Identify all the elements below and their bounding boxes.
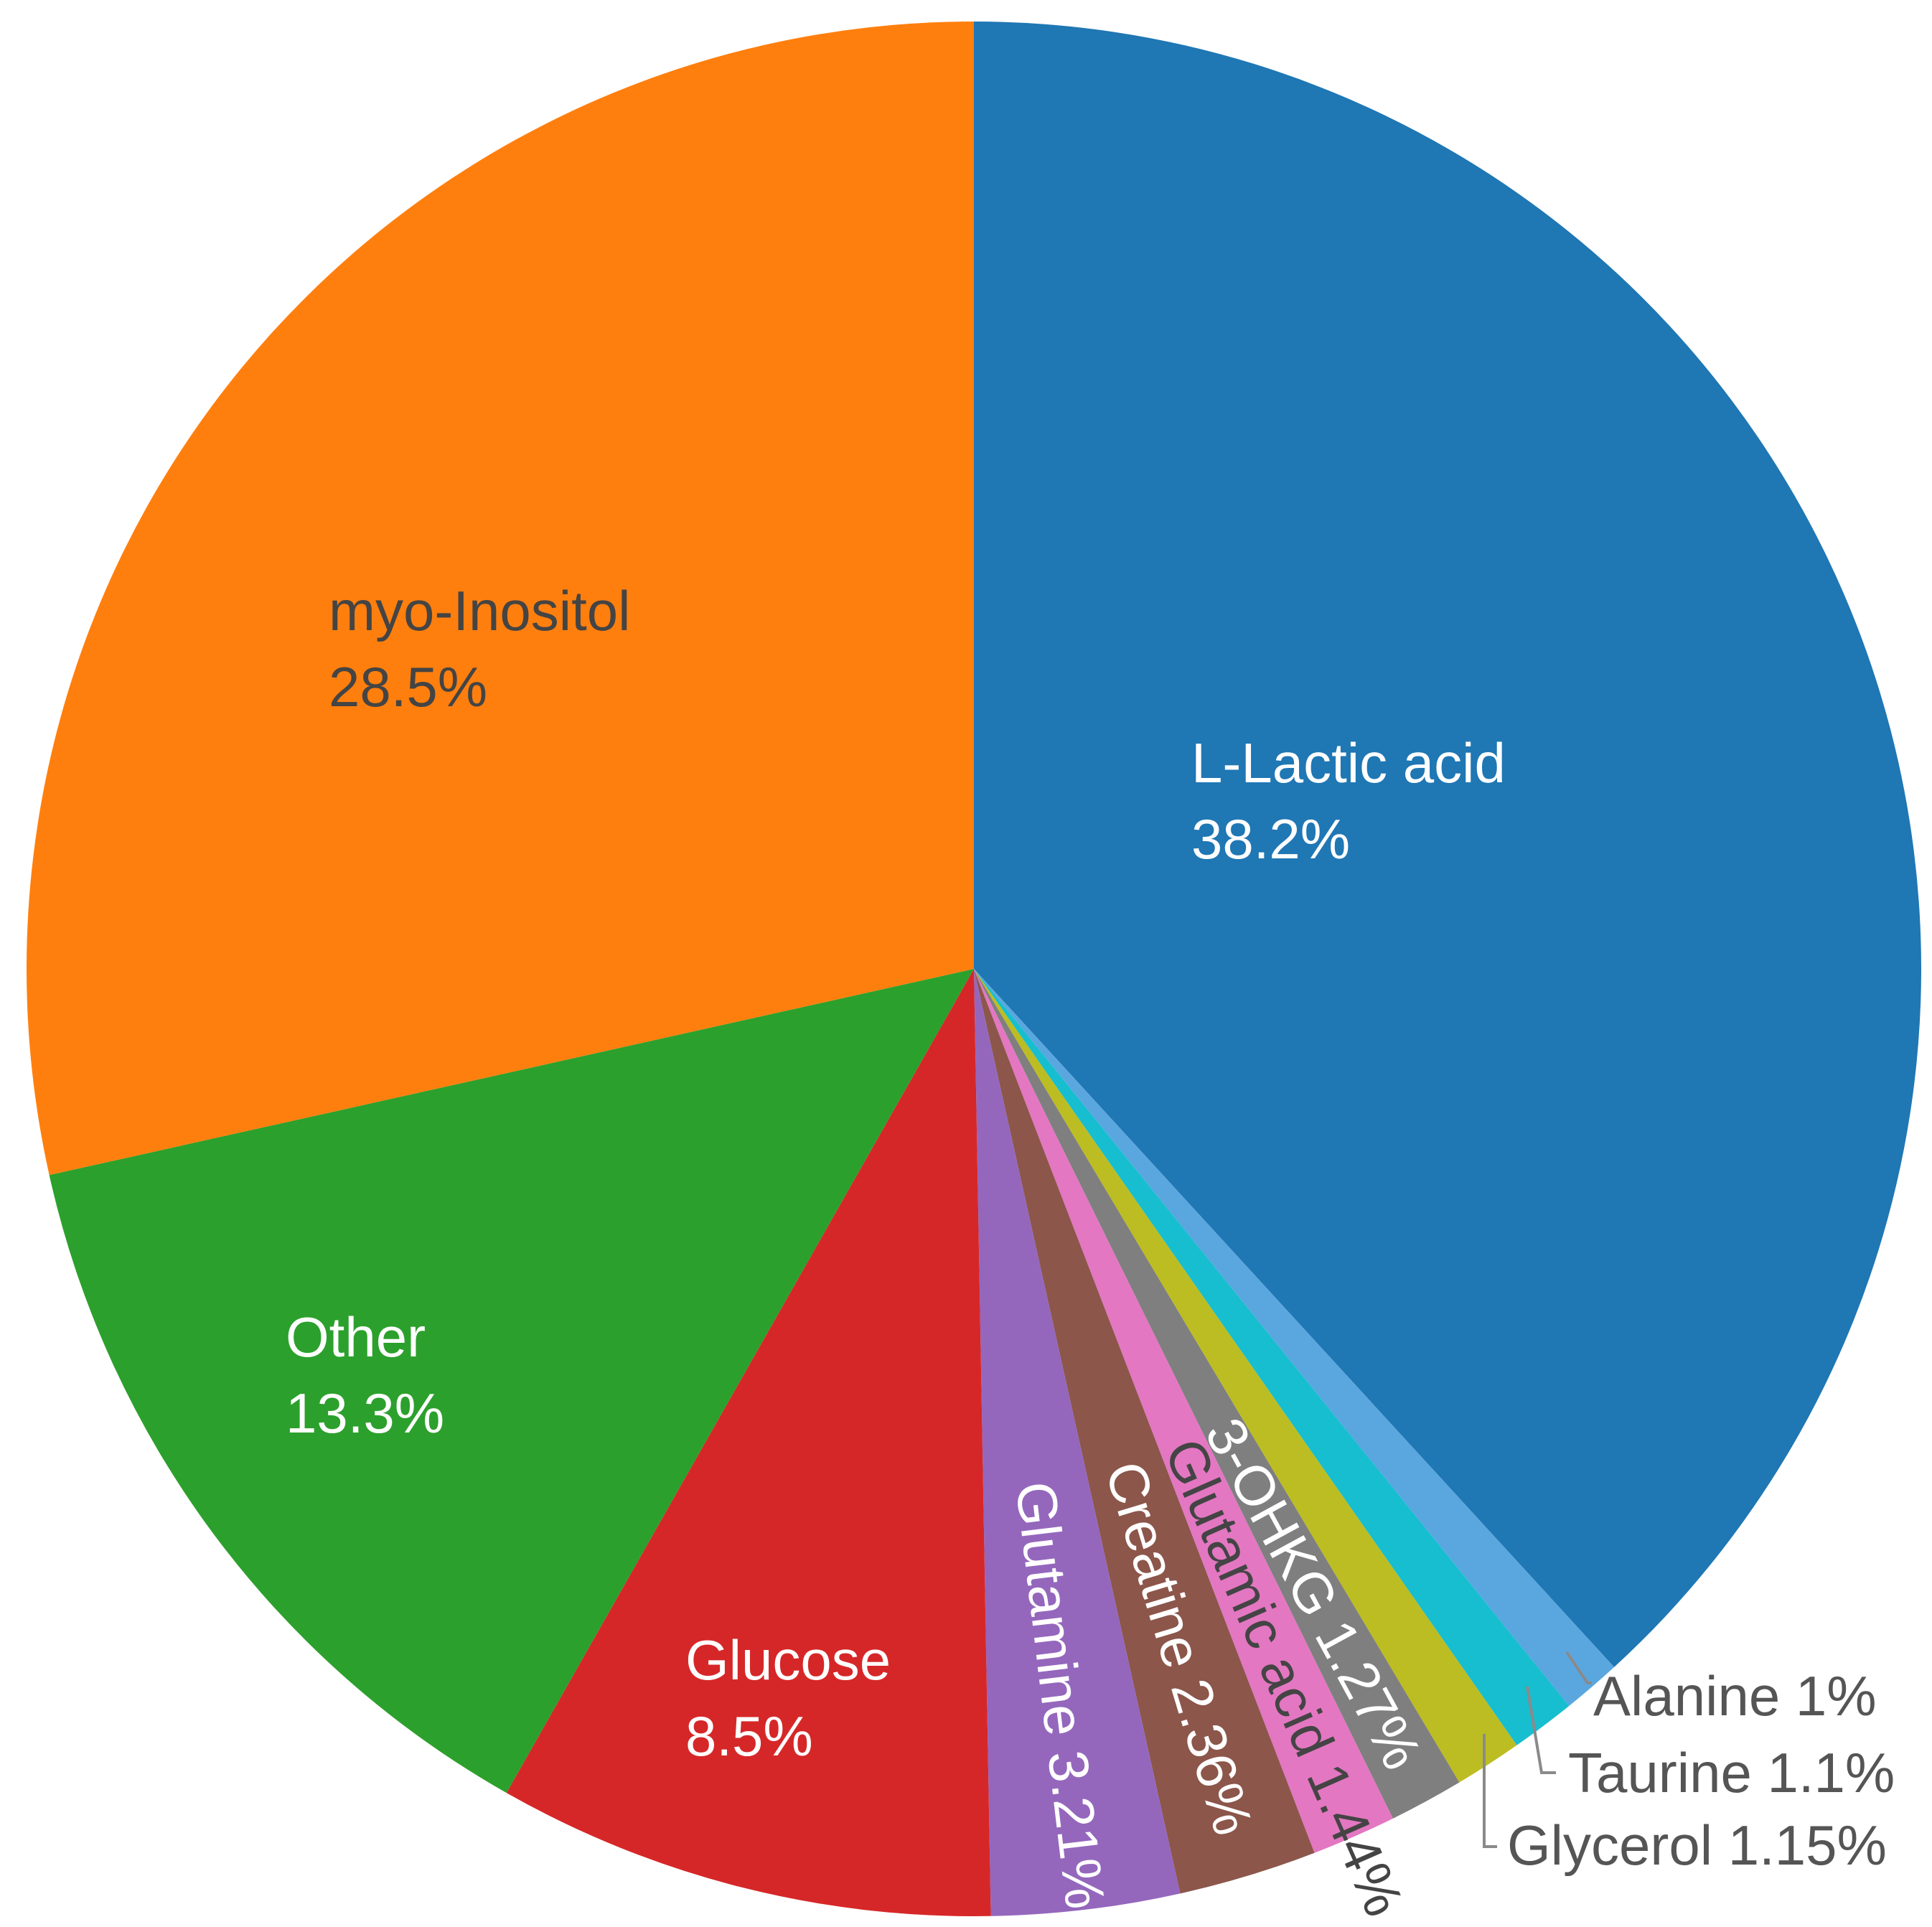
slice-label-glucose: Glucose 8.5% [685, 1628, 891, 1768]
pie-slice-creatine [974, 969, 1315, 1894]
leader-line-glycerol [1483, 1734, 1497, 1848]
pie-slices [27, 22, 1922, 1917]
pie-slice-other [49, 969, 974, 1794]
pie-slice-glutamine [974, 969, 1181, 1916]
pie-slice-alanine [974, 969, 1615, 1706]
pie-slice-myo-inositol [27, 22, 975, 1176]
pie-slice-3-ohkg [974, 969, 1460, 1819]
slice-label-glycerol: Glycerol 1.15% [1507, 1814, 1887, 1877]
pie-slice-glucose [506, 969, 991, 1917]
pie-slice-glutamic-acid [974, 969, 1393, 1853]
slice-label-l-lactic-acid: L-Lactic acid 38.2% [1191, 731, 1506, 871]
pie-slice-taurine [974, 969, 1570, 1745]
leader-line-taurine [1526, 1686, 1556, 1774]
pie-slice-l-lactic-acid [974, 22, 1922, 1667]
slice-label-alanine: Alanine 1% [1593, 1664, 1877, 1727]
leader-line-alanine [1565, 1651, 1592, 1684]
slice-label-other: Other 13.3% [286, 1305, 444, 1445]
slice-label-myo-inositol: myo-Inositol 28.5% [329, 579, 630, 718]
pie-slice-glycerol [974, 969, 1517, 1783]
slice-label-taurine: Taurine 1.1% [1568, 1741, 1895, 1804]
